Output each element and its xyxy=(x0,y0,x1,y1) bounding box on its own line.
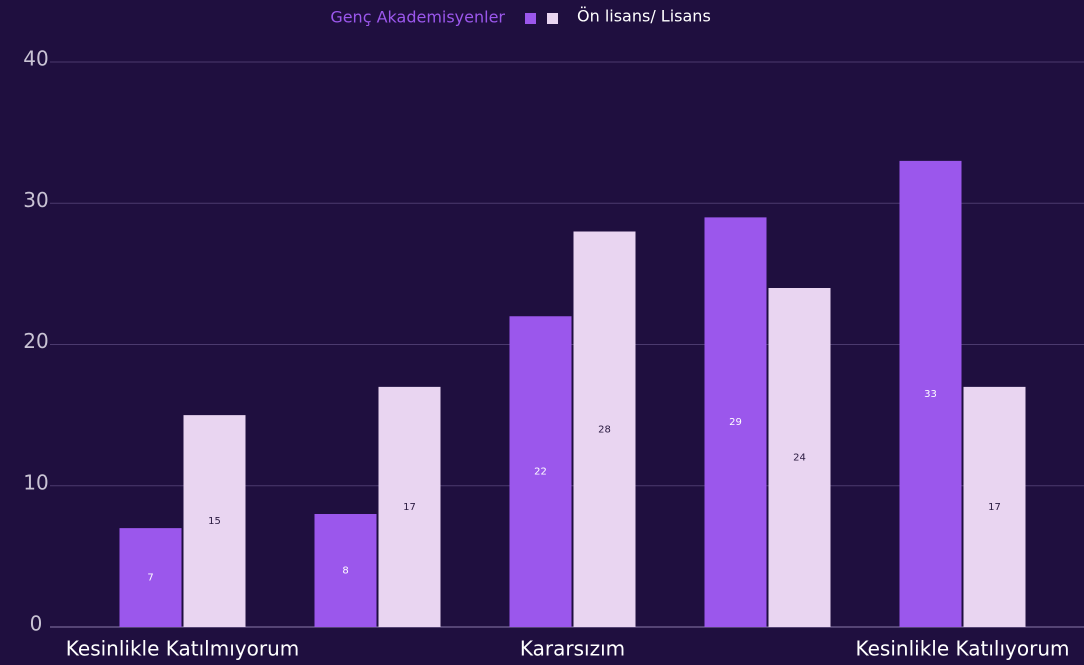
bar xyxy=(704,217,767,627)
data-label: 8 xyxy=(342,566,348,577)
data-label: 17 xyxy=(988,502,1001,513)
bar xyxy=(768,288,831,627)
x-tick-label: Kararsızım xyxy=(520,637,625,661)
data-label: 22 xyxy=(534,467,547,478)
bar xyxy=(183,415,246,627)
data-label: 28 xyxy=(598,424,611,435)
y-tick-label: 10 xyxy=(23,470,48,494)
y-tick-label: 30 xyxy=(23,188,48,212)
legend-label: Genç Akademisyenler xyxy=(330,8,505,27)
data-label: 15 xyxy=(208,516,221,527)
x-tick-label: Kesinlikle Katılıyorum xyxy=(856,637,1070,661)
bar xyxy=(573,231,636,627)
data-label: 7 xyxy=(147,573,153,584)
data-label: 33 xyxy=(924,389,937,400)
legend-swatch xyxy=(525,13,536,24)
legend-swatch xyxy=(547,13,558,24)
y-tick-label: 0 xyxy=(30,612,43,636)
bar xyxy=(314,514,377,627)
bar xyxy=(119,528,182,627)
y-tick-label: 40 xyxy=(23,47,48,71)
bar xyxy=(899,160,962,627)
data-label: 17 xyxy=(403,502,416,513)
bar xyxy=(378,386,441,627)
bar xyxy=(509,316,572,627)
bar xyxy=(963,386,1026,627)
y-tick-label: 20 xyxy=(23,329,48,353)
data-label: 29 xyxy=(729,417,742,428)
data-label: 24 xyxy=(793,453,806,464)
x-tick-label: Kesinlikle Katılmıyorum xyxy=(66,637,299,661)
legend-label: Ön lisans/ Lisans xyxy=(577,7,711,26)
